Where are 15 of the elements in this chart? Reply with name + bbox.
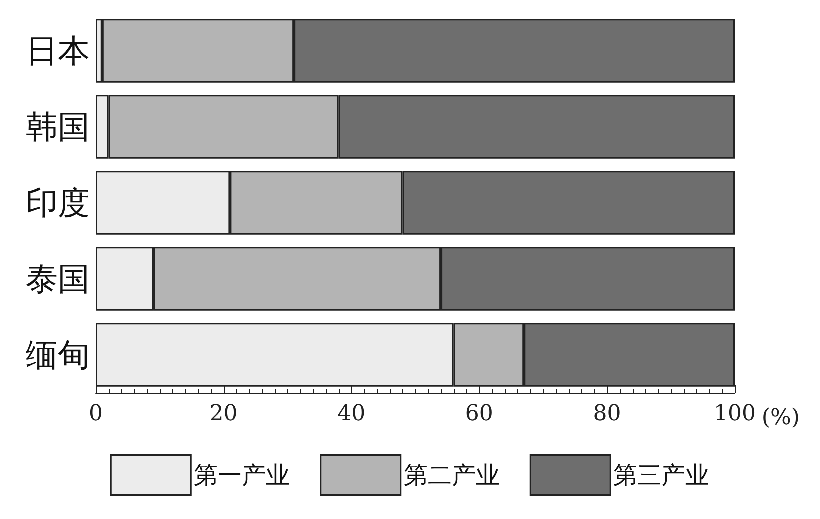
y-tick-label: 日本 xyxy=(26,32,90,70)
x-tick-label: 40 xyxy=(338,402,366,426)
x-axis-title: (%) xyxy=(762,406,800,430)
x-tick-label: 20 xyxy=(210,402,238,426)
x-tick-label: 100 xyxy=(714,402,756,426)
x-tick-label: 60 xyxy=(465,402,494,426)
legend-label: 第一产业 xyxy=(194,461,290,490)
y-tick-label: 印度 xyxy=(26,184,90,222)
y-tick-label: 缅甸 xyxy=(26,336,90,374)
y-tick-label: 泰国 xyxy=(26,260,90,298)
y-tick-label: 韩国 xyxy=(26,108,90,146)
legend-label: 第二产业 xyxy=(404,461,500,490)
x-tick-label: 0 xyxy=(89,402,103,426)
x-tick-label: 80 xyxy=(593,402,622,426)
legend-label: 第三产业 xyxy=(614,461,710,490)
